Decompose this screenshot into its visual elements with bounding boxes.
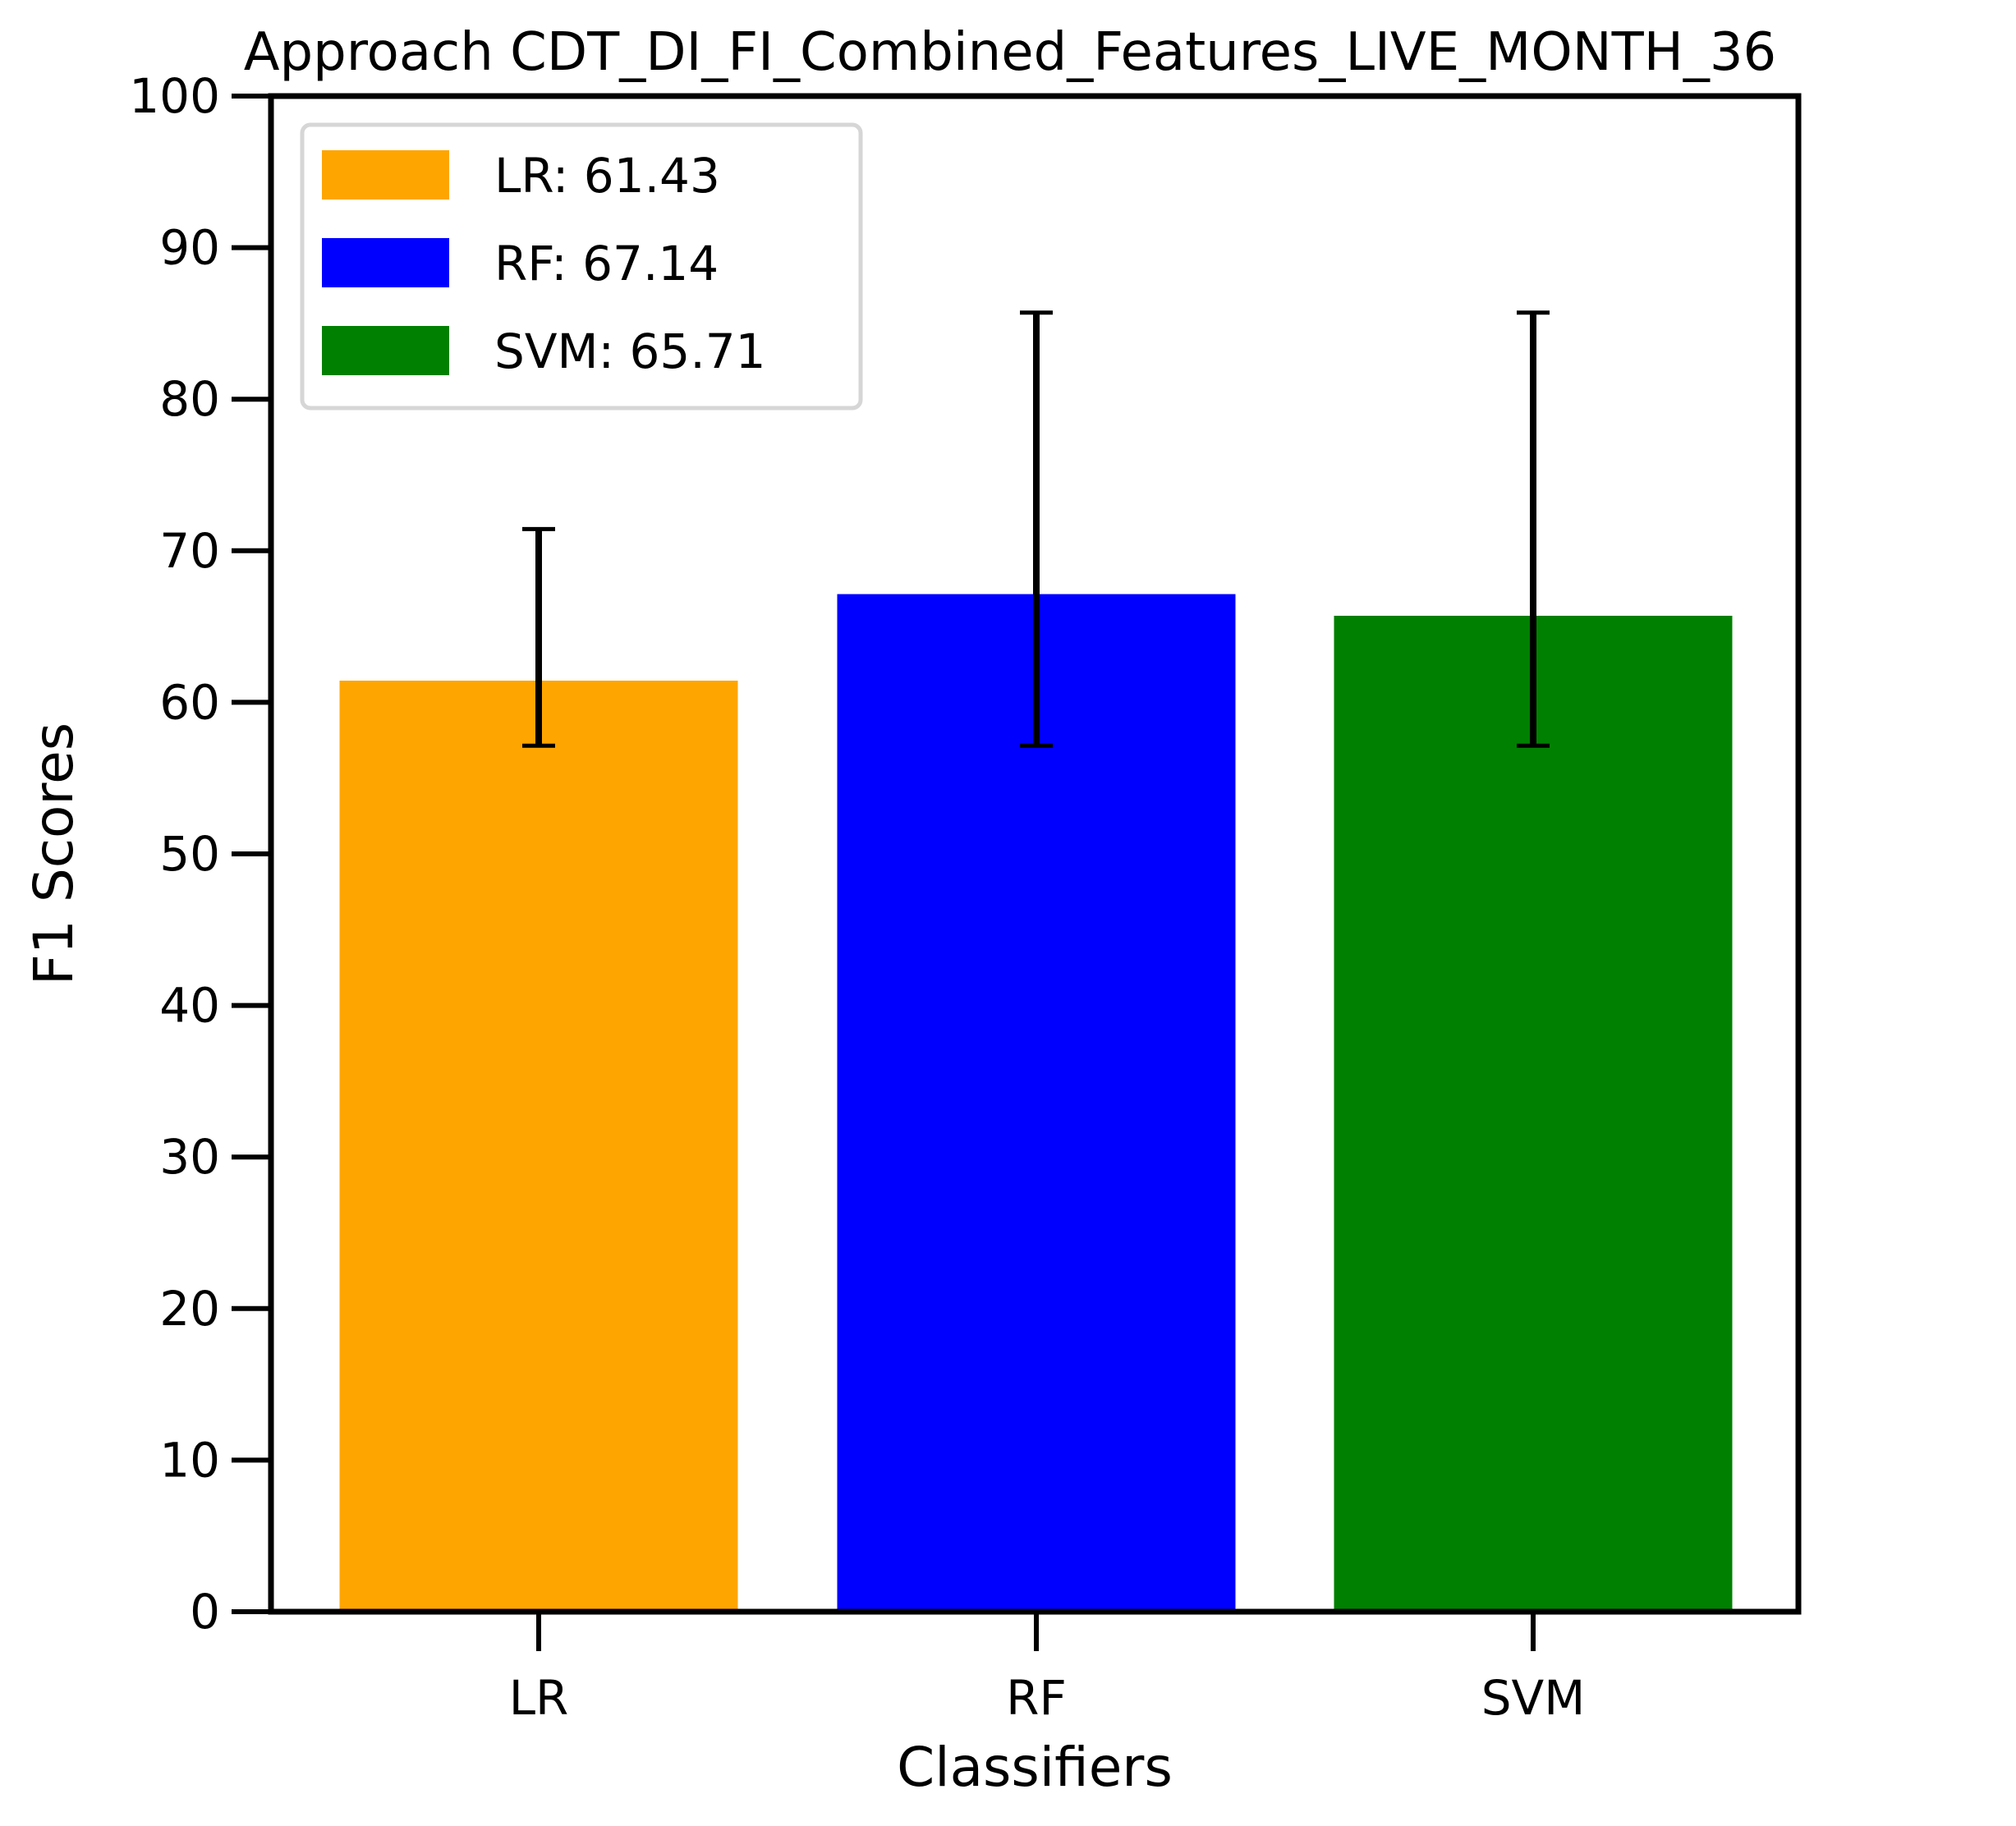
y-tick-label: 10: [159, 1432, 220, 1488]
y-axis-label: F1 Scores: [22, 723, 85, 985]
bar-rf: [837, 594, 1236, 1612]
y-tick-label: 30: [159, 1129, 220, 1185]
x-tick-label: RF: [1006, 1670, 1067, 1726]
y-tick-label: 90: [159, 220, 220, 276]
y-tick-label: 40: [159, 978, 220, 1034]
y-tick-label: 50: [159, 826, 220, 882]
legend-label: RF: 67.14: [494, 236, 719, 291]
y-tick-label: 60: [159, 674, 220, 730]
x-tick-label: LR: [509, 1670, 569, 1726]
legend-label: LR: 61.43: [494, 148, 720, 204]
bars-group: [339, 594, 1733, 1612]
legend-swatch: [322, 326, 449, 375]
legend-items: LR: 61.43 RF: 67.14 SVM: 65.71: [322, 148, 766, 379]
bar-lr: [339, 681, 738, 1612]
error-bars-group: [522, 310, 1550, 748]
legend: LR: 61.43 RF: 67.14 SVM: 65.71: [300, 122, 863, 411]
x-axis-label: Classifiers: [897, 1736, 1173, 1799]
bar-svm: [1334, 615, 1733, 1612]
y-axis-ticks: 0 10 20 30 40 50 60 70 80 90 100: [129, 68, 271, 1640]
x-axis-ticks: LR RF SVM: [509, 1612, 1586, 1726]
legend-label: SVM: 65.71: [494, 323, 766, 379]
y-tick-label: 0: [190, 1584, 220, 1640]
legend-swatch: [322, 238, 449, 287]
chart-title: Approach CDT_DI_FI_Combined_Features_LIV…: [244, 22, 1777, 83]
x-tick-label: SVM: [1481, 1670, 1586, 1726]
y-tick-label: 80: [159, 371, 220, 427]
y-tick-label: 100: [129, 68, 220, 124]
y-tick-label: 70: [159, 523, 220, 579]
y-tick-label: 20: [159, 1281, 220, 1337]
legend-swatch: [322, 150, 449, 200]
